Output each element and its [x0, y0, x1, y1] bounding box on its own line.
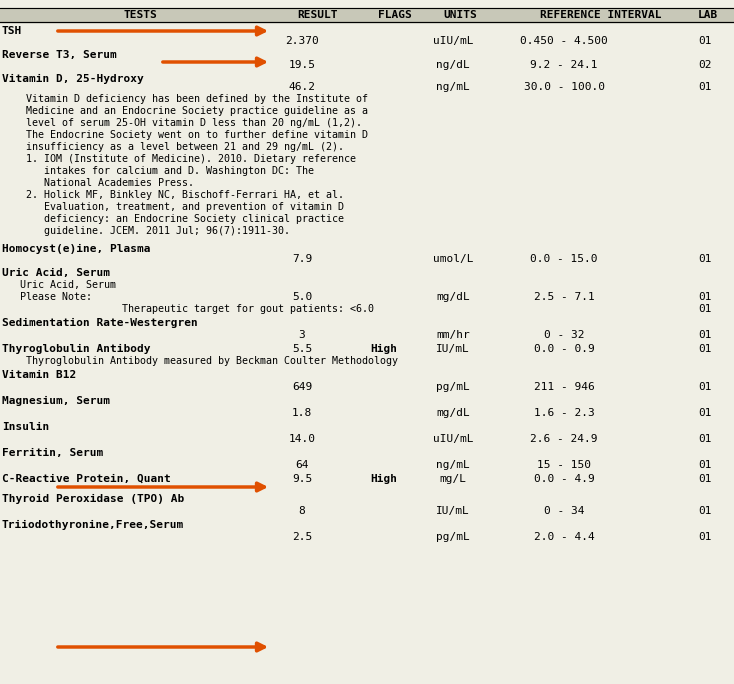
Text: High: High [370, 474, 397, 484]
Text: 01: 01 [698, 382, 711, 392]
Text: 64: 64 [295, 460, 309, 470]
Text: 01: 01 [698, 532, 711, 542]
Text: 0.0 - 4.9: 0.0 - 4.9 [534, 474, 595, 484]
Text: pg/mL: pg/mL [436, 532, 470, 542]
Text: Triiodothyronine,Free,Serum: Triiodothyronine,Free,Serum [2, 520, 184, 530]
Text: 30.0 - 100.0: 30.0 - 100.0 [523, 82, 605, 92]
Text: 01: 01 [698, 292, 711, 302]
Text: REFERENCE INTERVAL: REFERENCE INTERVAL [540, 10, 662, 20]
Text: mg/L: mg/L [440, 474, 467, 484]
Text: Medicine and an Endocrine Society practice guideline as a: Medicine and an Endocrine Society practi… [2, 106, 368, 116]
Text: 01: 01 [698, 36, 711, 46]
Text: deficiency: an Endocrine Society clinical practice: deficiency: an Endocrine Society clinica… [2, 214, 344, 224]
Text: 5.0: 5.0 [292, 292, 312, 302]
Text: 649: 649 [292, 382, 312, 392]
Text: IU/mL: IU/mL [436, 344, 470, 354]
Text: 01: 01 [698, 434, 711, 444]
Text: 01: 01 [698, 82, 711, 92]
Text: UNITS: UNITS [443, 10, 477, 20]
Text: FLAGS: FLAGS [378, 10, 412, 20]
Text: Magnesium, Serum: Magnesium, Serum [2, 396, 110, 406]
Text: 1.6 - 2.3: 1.6 - 2.3 [534, 408, 595, 418]
Text: The Endocrine Society went on to further define vitamin D: The Endocrine Society went on to further… [2, 130, 368, 140]
Text: 01: 01 [698, 474, 711, 484]
Text: 2. Holick MF, Binkley NC, Bischoff-Ferrari HA, et al.: 2. Holick MF, Binkley NC, Bischoff-Ferra… [2, 190, 344, 200]
Text: Therapeutic target for gout patients: <6.0: Therapeutic target for gout patients: <6… [2, 304, 374, 314]
Text: 0.0 - 0.9: 0.0 - 0.9 [534, 344, 595, 354]
Text: 0.0 - 15.0: 0.0 - 15.0 [530, 254, 597, 264]
Text: ng/mL: ng/mL [436, 460, 470, 470]
Text: 0 - 34: 0 - 34 [544, 506, 584, 516]
Text: 9.5: 9.5 [292, 474, 312, 484]
Text: 7.9: 7.9 [292, 254, 312, 264]
Text: 0.450 - 4.500: 0.450 - 4.500 [520, 36, 608, 46]
Text: 2.5: 2.5 [292, 532, 312, 542]
Text: Vitamin D deficiency has been defined by the Institute of: Vitamin D deficiency has been defined by… [2, 94, 368, 104]
Text: Insulin: Insulin [2, 422, 49, 432]
Text: Evaluation, treatment, and prevention of vitamin D: Evaluation, treatment, and prevention of… [2, 202, 344, 212]
Text: IU/mL: IU/mL [436, 506, 470, 516]
Text: LAB: LAB [698, 10, 719, 20]
Text: Vitamin D, 25-Hydroxy: Vitamin D, 25-Hydroxy [2, 74, 144, 84]
Bar [0, 8, 734, 22]
Text: mg/dL: mg/dL [436, 292, 470, 302]
Text: Uric Acid, Serum: Uric Acid, Serum [2, 280, 116, 290]
Text: Homocyst(e)ine, Plasma: Homocyst(e)ine, Plasma [2, 244, 150, 254]
Text: 2.370: 2.370 [285, 36, 319, 46]
Text: TSH: TSH [2, 26, 22, 36]
Text: TESTS: TESTS [123, 10, 157, 20]
Text: uIU/mL: uIU/mL [433, 36, 473, 46]
Text: 1.8: 1.8 [292, 408, 312, 418]
Text: National Academies Press.: National Academies Press. [2, 178, 194, 188]
Text: 01: 01 [698, 344, 711, 354]
Text: 01: 01 [698, 330, 711, 340]
Text: 2.0 - 4.4: 2.0 - 4.4 [534, 532, 595, 542]
Text: Uric Acid, Serum: Uric Acid, Serum [2, 268, 110, 278]
Text: Thyroid Peroxidase (TPO) Ab: Thyroid Peroxidase (TPO) Ab [2, 494, 184, 504]
Text: RESULT: RESULT [298, 10, 338, 20]
Text: 01: 01 [698, 460, 711, 470]
Text: 8: 8 [299, 506, 305, 516]
Text: 3: 3 [299, 330, 305, 340]
Text: Thyroglobulin Antibody: Thyroglobulin Antibody [2, 344, 150, 354]
Text: 01: 01 [698, 254, 711, 264]
Text: 0 - 32: 0 - 32 [544, 330, 584, 340]
Text: 5.5: 5.5 [292, 344, 312, 354]
Text: Sedimentation Rate-Westergren: Sedimentation Rate-Westergren [2, 318, 197, 328]
Text: 19.5: 19.5 [288, 60, 316, 70]
Text: 1. IOM (Institute of Medicine). 2010. Dietary reference: 1. IOM (Institute of Medicine). 2010. Di… [2, 154, 356, 164]
Text: ng/dL: ng/dL [436, 60, 470, 70]
Text: Ferritin, Serum: Ferritin, Serum [2, 448, 103, 458]
Text: 02: 02 [698, 60, 711, 70]
Text: mm/hr: mm/hr [436, 330, 470, 340]
Text: ng/mL: ng/mL [436, 82, 470, 92]
Text: 01: 01 [698, 506, 711, 516]
Text: pg/mL: pg/mL [436, 382, 470, 392]
Text: level of serum 25-OH vitamin D less than 20 ng/mL (1,2).: level of serum 25-OH vitamin D less than… [2, 118, 362, 128]
Text: intakes for calcium and D. Washington DC: The: intakes for calcium and D. Washington DC… [2, 166, 314, 176]
Text: 15 - 150: 15 - 150 [537, 460, 591, 470]
Text: 211 - 946: 211 - 946 [534, 382, 595, 392]
Text: 01: 01 [698, 408, 711, 418]
Text: C-Reactive Protein, Quant: C-Reactive Protein, Quant [2, 474, 171, 484]
Text: 14.0: 14.0 [288, 434, 316, 444]
Text: Vitamin B12: Vitamin B12 [2, 370, 76, 380]
Text: uIU/mL: uIU/mL [433, 434, 473, 444]
Text: 01: 01 [698, 304, 711, 314]
Text: 46.2: 46.2 [288, 82, 316, 92]
Text: 9.2 - 24.1: 9.2 - 24.1 [530, 60, 597, 70]
Text: 2.6 - 24.9: 2.6 - 24.9 [530, 434, 597, 444]
Text: guideline. JCEM. 2011 Jul; 96(7):1911-30.: guideline. JCEM. 2011 Jul; 96(7):1911-30… [2, 226, 290, 236]
Text: 2.5 - 7.1: 2.5 - 7.1 [534, 292, 595, 302]
Text: insufficiency as a level between 21 and 29 ng/mL (2).: insufficiency as a level between 21 and … [2, 142, 344, 152]
Text: Reverse T3, Serum: Reverse T3, Serum [2, 50, 117, 60]
Text: umol/L: umol/L [433, 254, 473, 264]
Text: mg/dL: mg/dL [436, 408, 470, 418]
Text: High: High [370, 344, 397, 354]
Text: Thyroglobulin Antibody measured by Beckman Coulter Methodology: Thyroglobulin Antibody measured by Beckm… [2, 356, 398, 366]
Text: Please Note:: Please Note: [2, 292, 92, 302]
